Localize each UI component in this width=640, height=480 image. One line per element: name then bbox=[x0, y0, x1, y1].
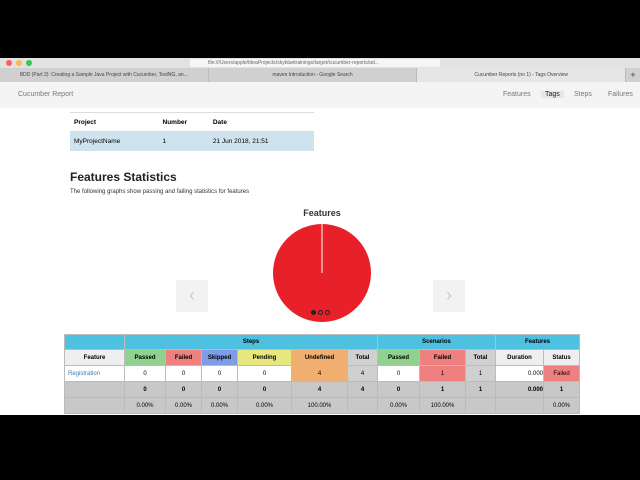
col-header[interactable]: Passed bbox=[124, 349, 166, 366]
total-cell: 0 bbox=[124, 381, 166, 398]
percent-cell: 0.00% bbox=[377, 397, 420, 414]
stat-cell: 0 bbox=[165, 365, 202, 382]
features-stats-table: Steps Scenarios Features Feature Passed Fail… bbox=[64, 334, 580, 414]
total-cell: 0 bbox=[165, 381, 202, 398]
new-tab-button[interactable]: + bbox=[630, 70, 636, 80]
total-cell: 4 bbox=[291, 381, 348, 398]
col-project: Project bbox=[70, 112, 159, 132]
stat-cell: 4 bbox=[347, 365, 378, 382]
indicator-dot[interactable] bbox=[318, 310, 323, 315]
table-row: Registration 0 0 0 0 4 4 0 1 1 0.000 Failed bbox=[64, 365, 580, 382]
percent-cell: 100.00% bbox=[291, 397, 348, 414]
col-header[interactable]: Undefined bbox=[291, 349, 348, 366]
section-subtitle: The following graphs show passing and fa… bbox=[70, 189, 250, 195]
col-header[interactable]: Total bbox=[347, 349, 378, 366]
total-cell: 0 bbox=[201, 381, 238, 398]
feature-cell: Registration bbox=[64, 365, 125, 382]
total-cell: 0 bbox=[237, 381, 292, 398]
indicator-dot-active[interactable] bbox=[311, 310, 316, 315]
col-header[interactable]: Total bbox=[465, 349, 496, 366]
report-page: Cucumber Report Features Tags Steps Fail… bbox=[0, 82, 640, 415]
address-bar[interactable]: file:///Users/apple/IdeaProjects/skyblue… bbox=[190, 59, 440, 67]
percent-cell: 0.00% bbox=[201, 397, 238, 414]
brand-link[interactable]: Cucumber Report bbox=[18, 91, 74, 98]
total-cell: 0 bbox=[377, 381, 420, 398]
group-features: Features bbox=[495, 334, 580, 350]
col-header[interactable]: Failed bbox=[165, 349, 202, 366]
stat-cell: 0 bbox=[237, 365, 292, 382]
minimize-window-button[interactable] bbox=[16, 60, 22, 66]
stat-cell: 0.000 bbox=[495, 365, 544, 382]
total-cell bbox=[64, 381, 125, 398]
browser-tab[interactable]: BDD (Part 2): Creating a Sample Java Pro… bbox=[0, 68, 209, 82]
stat-cell: 0 bbox=[201, 365, 238, 382]
total-cell: 4 bbox=[347, 381, 378, 398]
totals-row: 0 0 0 0 4 4 0 1 1 0.000 1 bbox=[64, 381, 580, 398]
col-header[interactable]: Failed bbox=[419, 349, 466, 366]
maximize-window-button[interactable] bbox=[26, 60, 32, 66]
percent-cell bbox=[64, 397, 125, 414]
browser-tabs: BDD (Part 2): Creating a Sample Java Pro… bbox=[0, 68, 640, 82]
table-row: MyProjectName 1 21 Jun 2018, 21:51 bbox=[70, 131, 314, 151]
percent-cell bbox=[465, 397, 496, 414]
col-header[interactable]: Pending bbox=[237, 349, 292, 366]
nav-features[interactable]: Features bbox=[503, 91, 531, 98]
col-header[interactable]: Duration bbox=[495, 349, 544, 366]
indicator-dot[interactable] bbox=[325, 310, 330, 315]
project-date: 21 Jun 2018, 21:51 bbox=[208, 131, 314, 151]
project-table: Project Number Date MyProjectName 1 21 Jun 2… bbox=[70, 112, 314, 151]
percent-cell bbox=[495, 397, 544, 414]
navbar: Cucumber Report Features Tags Steps Fail… bbox=[0, 82, 640, 108]
project-name: MyProjectName bbox=[70, 131, 159, 151]
section-title: Features Statistics bbox=[70, 170, 177, 184]
stat-cell: 1 bbox=[465, 365, 496, 382]
stat-cell: 1 bbox=[419, 365, 466, 382]
percent-cell: 0.00% bbox=[237, 397, 292, 414]
col-header[interactable]: Status bbox=[543, 349, 580, 366]
features-pie-chart bbox=[273, 224, 371, 322]
percent-cell bbox=[347, 397, 378, 414]
nav-failures[interactable]: Failures bbox=[608, 91, 633, 98]
percent-cell: 100.00% bbox=[419, 397, 466, 414]
total-cell: 1 bbox=[419, 381, 466, 398]
close-window-button[interactable] bbox=[6, 60, 12, 66]
total-cell: 1 bbox=[465, 381, 496, 398]
col-header[interactable]: Skipped bbox=[201, 349, 238, 366]
carousel-prev-button[interactable]: ‹ bbox=[176, 280, 208, 312]
percent-cell: 0.00% bbox=[124, 397, 166, 414]
browser-tab-active[interactable]: Cucumber Reports (no 1) - Tags Overview bbox=[417, 68, 627, 82]
percent-cell: 0.00% bbox=[165, 397, 202, 414]
stat-cell: Failed bbox=[543, 365, 580, 382]
col-date: Date bbox=[208, 112, 314, 132]
stat-cell: 0 bbox=[124, 365, 166, 382]
col-header[interactable]: Passed bbox=[377, 349, 420, 366]
col-number: Number bbox=[158, 112, 209, 132]
stat-cell: 4 bbox=[291, 365, 348, 382]
project-number: 1 bbox=[158, 131, 209, 151]
feature-link[interactable]: Registration bbox=[68, 370, 101, 377]
nav-tags[interactable]: Tags bbox=[541, 91, 564, 98]
group-steps: Steps bbox=[124, 334, 378, 350]
total-cell: 0.000 bbox=[495, 381, 544, 398]
carousel-next-button[interactable]: › bbox=[433, 280, 465, 312]
group-scenarios: Scenarios bbox=[377, 334, 496, 350]
carousel-indicators bbox=[311, 310, 330, 315]
nav-steps[interactable]: Steps bbox=[574, 91, 592, 98]
stat-cell: 0 bbox=[377, 365, 420, 382]
percent-row: 0.00% 0.00% 0.00% 0.00% 100.00% 0.00% 100.00% 0… bbox=[64, 397, 580, 414]
percent-cell: 0.00% bbox=[543, 397, 580, 414]
col-header[interactable]: Feature bbox=[64, 349, 125, 366]
total-cell: 1 bbox=[543, 381, 580, 398]
browser-tab[interactable]: maven Introduction - Google Search bbox=[209, 68, 418, 82]
chart-title: Features bbox=[303, 208, 341, 218]
browser-toolbar: file:///Users/apple/IdeaProjects/skyblue… bbox=[0, 58, 640, 68]
